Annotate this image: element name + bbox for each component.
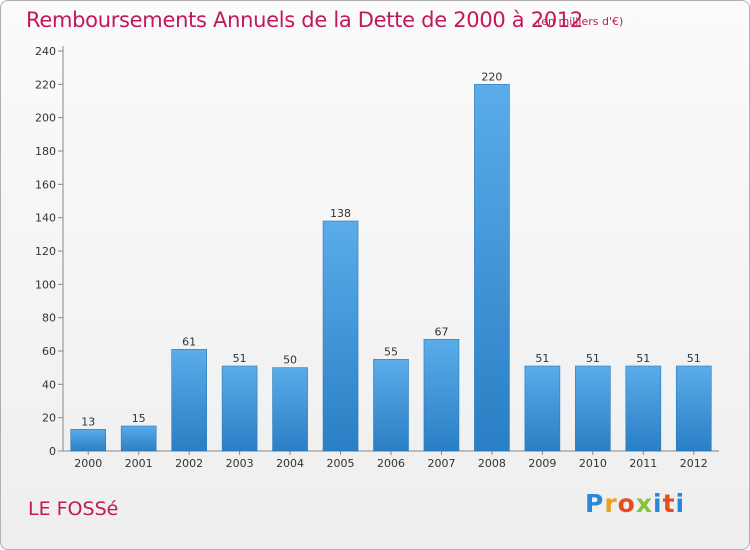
data-label-2008: 220 xyxy=(481,70,502,83)
data-label-2007: 67 xyxy=(434,325,448,338)
bar-2007 xyxy=(423,339,460,452)
bar-2002 xyxy=(171,349,207,452)
y-tick-label: 120 xyxy=(35,245,56,258)
x-tick-label: 2000 xyxy=(74,457,102,470)
data-label-2010: 51 xyxy=(586,352,600,365)
y-tick-label: 80 xyxy=(42,312,56,325)
data-label-2000: 13 xyxy=(81,415,95,428)
y-tick-label: 200 xyxy=(35,112,56,125)
data-label-2006: 55 xyxy=(384,345,398,358)
y-tick-label: 160 xyxy=(35,178,56,191)
y-tick-label: 100 xyxy=(35,278,56,291)
data-label-2002: 61 xyxy=(182,335,196,348)
y-tick-label: 240 xyxy=(35,45,56,58)
x-tick-label: 2003 xyxy=(226,457,254,470)
y-tick-label: 140 xyxy=(35,212,56,225)
bar-2008 xyxy=(474,84,510,452)
y-tick-label: 180 xyxy=(35,145,56,158)
x-tick-label: 2012 xyxy=(680,457,708,470)
x-tick-label: 2005 xyxy=(327,457,355,470)
x-tick-label: 2004 xyxy=(276,457,304,470)
bar-2009 xyxy=(524,365,561,452)
bar-2012 xyxy=(675,365,712,452)
x-tick-label: 2007 xyxy=(427,457,455,470)
x-tick-label: 2008 xyxy=(478,457,506,470)
chart-unit-subtitle: (en milliers d'€) xyxy=(537,15,624,28)
bar-2000 xyxy=(70,429,107,452)
data-label-2011: 51 xyxy=(636,352,650,365)
x-tick-label: 2006 xyxy=(377,457,405,470)
x-tick-label: 2011 xyxy=(629,457,657,470)
y-tick-label: 40 xyxy=(42,378,56,391)
data-label-2001: 15 xyxy=(132,412,146,425)
x-tick-label: 2009 xyxy=(528,457,556,470)
data-label-2004: 50 xyxy=(283,354,297,367)
x-tick-label: 2001 xyxy=(125,457,153,470)
commune-name: LE FOSSé xyxy=(28,498,119,520)
x-tick-label: 2010 xyxy=(579,457,607,470)
data-label-2003: 51 xyxy=(233,352,247,365)
y-tick-label: 20 xyxy=(42,412,56,425)
bar-2004 xyxy=(272,367,308,452)
y-tick-label: 220 xyxy=(35,78,56,91)
data-label-2009: 51 xyxy=(535,352,549,365)
data-label-2012: 51 xyxy=(687,352,701,365)
bar-2011 xyxy=(625,365,662,452)
bar-2001 xyxy=(120,425,157,452)
y-tick-label: 60 xyxy=(42,345,56,358)
bar-2006 xyxy=(373,359,409,452)
bar-2003 xyxy=(221,365,258,452)
y-tick-label: 0 xyxy=(49,445,56,458)
data-label-2005: 138 xyxy=(330,207,351,220)
chart-title: Remboursements Annuels de la Dette de 20… xyxy=(26,8,583,32)
bar-2005 xyxy=(322,220,359,452)
bar-2010 xyxy=(575,365,611,452)
proxiti-logo: Proxiti xyxy=(585,489,686,518)
x-tick-label: 2002 xyxy=(175,457,203,470)
